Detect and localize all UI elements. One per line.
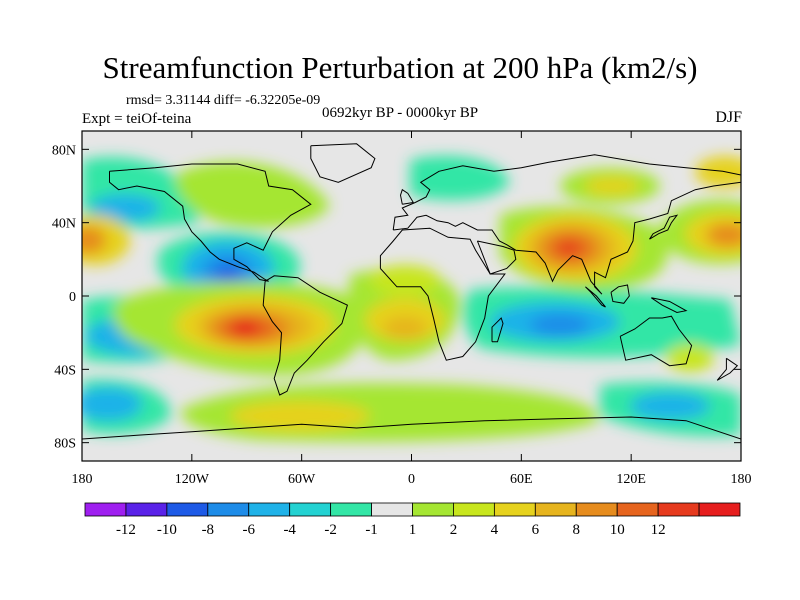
contour-central-pacific-pos xyxy=(695,156,741,188)
lon-tick-label: 180 xyxy=(731,472,752,487)
lat-tick-label: 80S xyxy=(54,437,76,452)
lon-tick-label: 0 xyxy=(408,472,415,487)
lon-tick-label: 120E xyxy=(616,472,646,487)
colorbar-swatch xyxy=(657,502,700,517)
lon-tick-label: 120W xyxy=(175,472,210,487)
colorbar-label: 2 xyxy=(450,522,458,538)
season-label: DJF xyxy=(715,109,742,126)
contour-west-pacific-pos-2 xyxy=(82,226,106,254)
lat-tick-label: 0 xyxy=(69,290,76,305)
colorbar-label: -8 xyxy=(202,522,215,538)
contour-field xyxy=(82,143,741,442)
contour-central-america-peak xyxy=(216,266,240,286)
contour-arctic-pos-2 xyxy=(584,177,640,195)
colorbar-swatch xyxy=(248,502,291,517)
colorbar-swatch xyxy=(207,502,250,517)
colorbar-swatch xyxy=(453,502,495,517)
colorbar-label: 4 xyxy=(491,522,499,538)
colorbar-swatch xyxy=(166,502,209,517)
colorbar-swatch xyxy=(289,502,332,517)
contour-europe-neg xyxy=(410,155,510,201)
lat-tick-label: 80N xyxy=(52,143,76,158)
axis-ticks: 80N 40N 0 40S 80S 180 120W 60W 0 60E 120E 180 xyxy=(52,131,752,487)
lat-tick-label: 40N xyxy=(52,217,76,232)
lon-tick-label: 60W xyxy=(288,472,316,487)
colorbar-label: 12 xyxy=(651,522,666,538)
colorbar-label: -1 xyxy=(365,522,378,538)
coastline-north-america xyxy=(109,163,312,282)
coastline-new-guinea xyxy=(651,297,688,314)
contour-nam-pos xyxy=(175,161,330,228)
contour-southern-ocean-e-core xyxy=(630,392,710,420)
coastline-eurasia xyxy=(392,154,741,295)
colorbar-label: 10 xyxy=(610,522,625,538)
coastline-japan xyxy=(649,214,679,240)
colorbar-swatch xyxy=(575,502,618,517)
contour-southern-ocean-w-core xyxy=(82,387,142,421)
coastline-greenland xyxy=(310,143,376,183)
coastline-australia xyxy=(619,315,693,367)
coastline-arabia xyxy=(476,240,517,275)
contour-australia-pos xyxy=(666,344,714,372)
lon-tick-label: 60E xyxy=(510,472,533,487)
coastlines xyxy=(82,143,741,440)
colorbar: -12 -10 -8 -6 -4 -2 -1 1 2 4 6 8 10 12 xyxy=(84,502,741,538)
coastline-madagascar xyxy=(491,317,504,343)
colorbar-swatch xyxy=(534,502,577,517)
contour-ne-pacific-neg xyxy=(90,194,160,222)
page-title: Streamfunction Perturbation at 200 hPa (… xyxy=(102,50,698,85)
contour-south-america-peak xyxy=(231,320,259,336)
coastline-south-america xyxy=(262,275,349,396)
colorbar-label: 8 xyxy=(573,522,581,538)
colorbar-swatch xyxy=(330,502,372,517)
colorbar-label: -4 xyxy=(283,522,296,538)
colorbar-label: 6 xyxy=(532,522,540,538)
colorbar-swatch xyxy=(698,502,741,517)
coastline-antarctica-edge xyxy=(82,416,741,440)
colorbar-swatch xyxy=(616,502,659,517)
contour-southern-ocean-pos-2 xyxy=(230,401,370,431)
colorbar-label: -12 xyxy=(116,522,136,538)
lon-tick-label: 180 xyxy=(72,472,93,487)
colorbar-swatch xyxy=(493,502,536,517)
contour-tibet-peak xyxy=(558,241,578,255)
lat-tick-label: 40S xyxy=(54,363,76,378)
coastline-uk xyxy=(399,188,415,205)
colorbar-label: -2 xyxy=(324,522,337,538)
coastline-new-zealand xyxy=(716,357,739,381)
contour-north-pacific-pos-3 xyxy=(706,223,741,247)
contour-south-atlantic-pos-3 xyxy=(383,317,427,339)
contour-indian-ocean-peak xyxy=(530,314,590,336)
colorbar-swatch xyxy=(371,502,413,517)
colorbar-label: 1 xyxy=(409,522,417,538)
coastline-borneo xyxy=(610,284,630,304)
colorbar-label: -6 xyxy=(243,522,256,538)
experiment-label: Expt = teiOf-teina xyxy=(82,111,192,127)
coastline-africa xyxy=(379,227,506,361)
rmsd-stats: rmsd= 3.31144 diff= -6.32205e-09 xyxy=(126,93,321,108)
colorbar-swatch xyxy=(125,502,168,517)
colorbar-swatch xyxy=(412,502,454,517)
colorbar-label: -10 xyxy=(157,522,177,538)
coastline-sumatra xyxy=(585,286,606,308)
period-label: 0692kyr BP - 0000kyr BP xyxy=(321,105,479,121)
contour-north-africa-pos xyxy=(370,265,440,295)
colorbar-swatch xyxy=(84,502,127,517)
